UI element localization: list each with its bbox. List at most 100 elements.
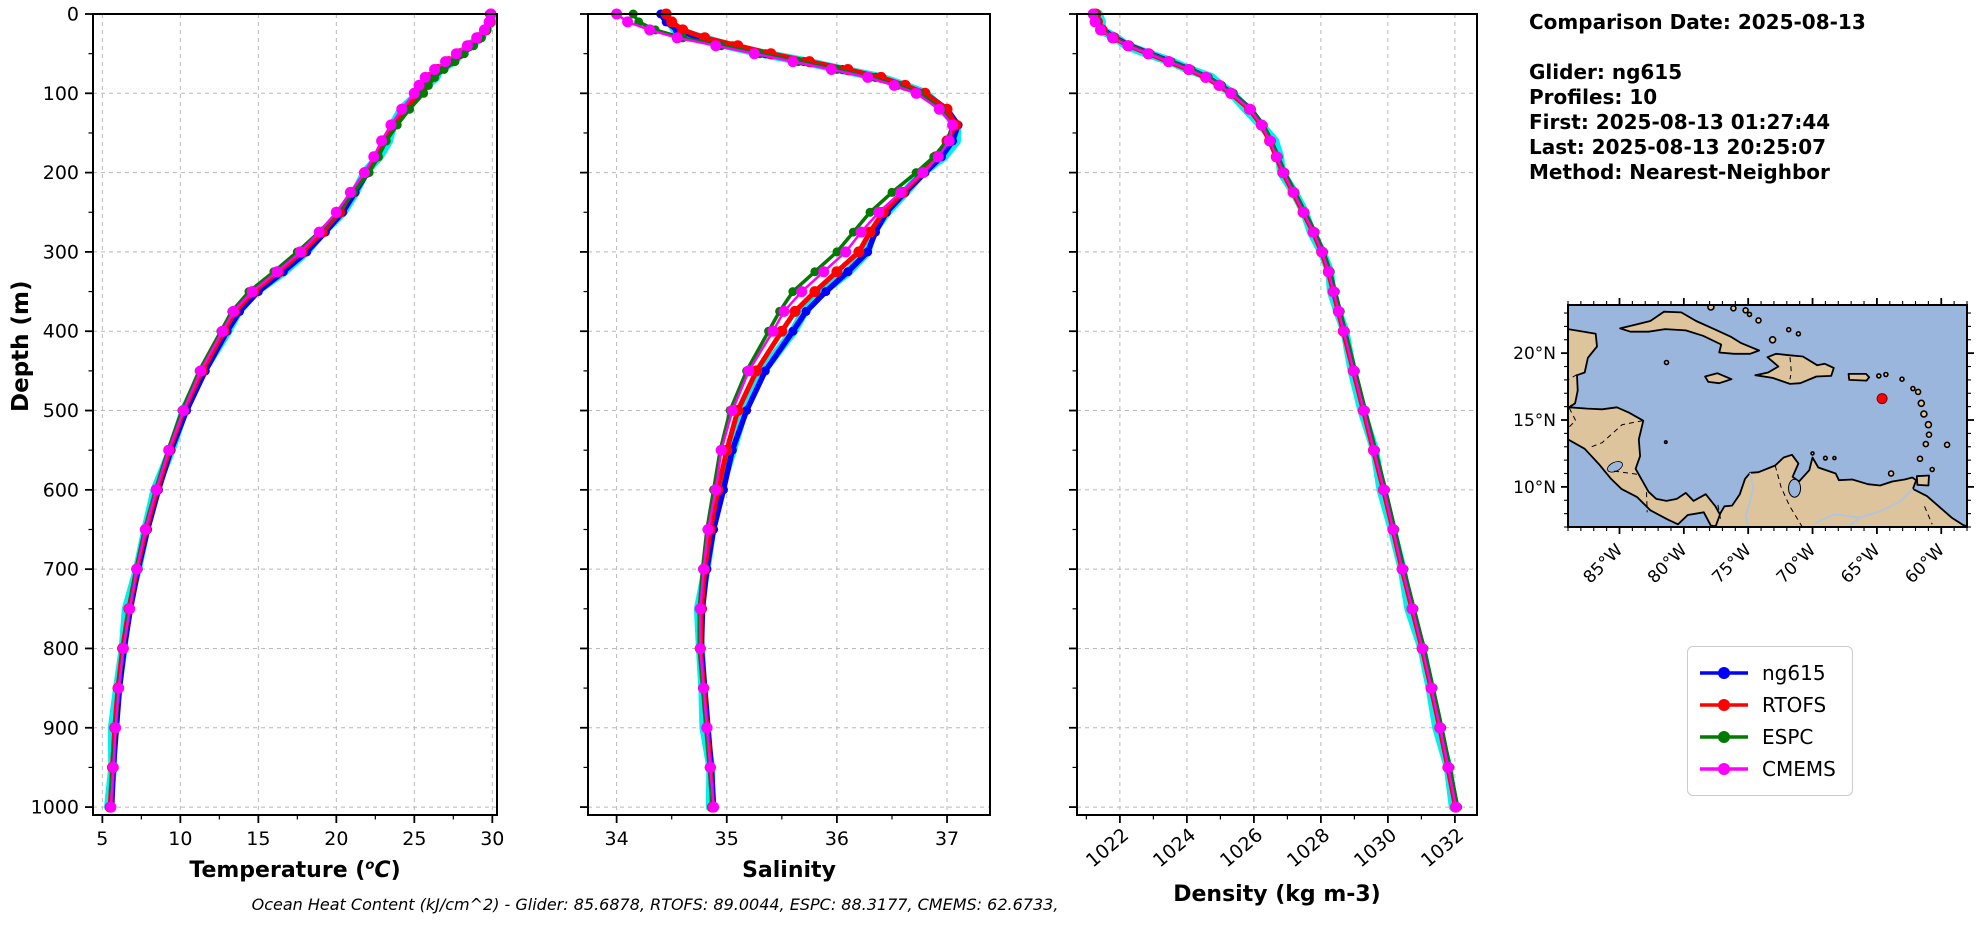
profile-charts: 5 10 15 20 25 3001002003004005006007008009001… xyxy=(31,4,1478,907)
marker-CMEMS xyxy=(818,266,830,278)
marker-ESPC xyxy=(865,207,875,217)
marker-CMEMS xyxy=(124,603,136,615)
marker-CMEMS xyxy=(1338,325,1350,337)
marker-CMEMS xyxy=(117,643,129,654)
country-border xyxy=(1924,506,1933,525)
marker-CMEMS xyxy=(408,87,420,99)
small-island xyxy=(1795,330,1802,337)
x-tick-label: 36 xyxy=(825,828,849,850)
marker-ESPC xyxy=(423,80,433,90)
marker-CMEMS xyxy=(1308,226,1319,238)
x-tick-label: 30 xyxy=(480,828,504,850)
marker-CMEMS xyxy=(873,206,885,218)
depth-tick-label: 800 xyxy=(43,638,79,660)
marker-CMEMS xyxy=(450,48,462,60)
marker-ng615 xyxy=(788,326,798,336)
country-border xyxy=(1568,403,1576,408)
marker-CMEMS xyxy=(748,48,760,60)
map-lon-label: 60°W xyxy=(1901,540,1948,587)
marker-CMEMS xyxy=(1442,761,1454,773)
marker-CMEMS xyxy=(1277,167,1289,179)
marker-ng615 xyxy=(863,247,873,257)
marker-CMEMS xyxy=(1183,64,1195,75)
lake-maracaibo xyxy=(1788,478,1802,498)
marker-CMEMS xyxy=(767,325,779,337)
marker-CMEMS xyxy=(1107,32,1118,44)
marker-ESPC xyxy=(832,247,842,257)
x-tick-label: 35 xyxy=(715,828,739,850)
legend-line-ng615 xyxy=(1700,667,1748,679)
marker-CMEMS xyxy=(1406,603,1418,615)
small-island xyxy=(1663,440,1668,445)
marker-CMEMS xyxy=(715,444,727,456)
marker-CMEMS xyxy=(1387,524,1399,535)
marker-RTOFS xyxy=(853,246,865,258)
marker-CMEMS xyxy=(313,226,325,238)
x-tick-label: 15 xyxy=(246,828,270,850)
marker-CMEMS xyxy=(825,64,837,75)
depth-tick-label: 400 xyxy=(43,321,79,343)
marker-ESPC xyxy=(439,65,449,74)
method-text: Method: Nearest-Neighbor xyxy=(1529,160,1830,184)
landmass-puertoRico xyxy=(1847,373,1871,382)
marker-RTOFS xyxy=(809,286,821,298)
marker-CMEMS xyxy=(178,405,189,416)
legend-line-RTOFS xyxy=(1700,699,1748,711)
glider-position-marker xyxy=(1876,393,1888,405)
marker-CMEMS xyxy=(910,87,922,99)
small-island xyxy=(1914,388,1922,396)
marker-CMEMS xyxy=(396,103,408,115)
river xyxy=(1846,488,1914,527)
marker-ng615 xyxy=(843,267,853,277)
small-island xyxy=(1785,326,1792,333)
marker-CMEMS xyxy=(1416,643,1428,654)
small-island xyxy=(1925,431,1933,438)
map-lon-label: 80°W xyxy=(1644,540,1691,587)
marker-RTOFS xyxy=(677,24,689,36)
legend-label-ng615: ng615 xyxy=(1762,661,1826,685)
marker-CMEMS xyxy=(1434,722,1446,734)
marker-CMEMS xyxy=(376,135,388,147)
map-lat-label: 20°N xyxy=(1513,344,1556,364)
map-lon-label: 65°W xyxy=(1837,540,1884,587)
marker-CMEMS xyxy=(726,405,738,416)
lake-nicaragua xyxy=(1607,461,1623,473)
small-island xyxy=(1746,311,1753,318)
marker-ESPC xyxy=(405,104,415,114)
xlabel-salinity: Salinity xyxy=(742,858,836,883)
marker-CMEMS xyxy=(163,444,175,456)
small-island xyxy=(1883,371,1889,378)
marker-CMEMS xyxy=(246,286,258,298)
marker-CMEMS xyxy=(105,801,117,813)
marker-CMEMS xyxy=(1368,444,1380,456)
marker-CMEMS xyxy=(622,16,634,28)
marker-ESPC xyxy=(450,57,460,67)
x-tick-label: 1024 xyxy=(1149,824,1200,872)
marker-CMEMS xyxy=(385,119,397,131)
marker-ng615 xyxy=(801,306,811,316)
map-land-group xyxy=(1568,305,1967,527)
marker-CMEMS xyxy=(1425,682,1437,694)
depth-tick-label: 300 xyxy=(43,241,79,263)
x-tick-label: 20 xyxy=(324,828,348,850)
small-island xyxy=(1663,359,1670,366)
small-island xyxy=(1832,455,1837,461)
landmass-centralAmerica xyxy=(1568,328,1724,527)
marker-CMEMS xyxy=(701,722,713,734)
depth-tick-label: 200 xyxy=(43,162,79,184)
country-border xyxy=(1717,504,1721,520)
country-border xyxy=(1611,470,1637,475)
marker-CMEMS xyxy=(1316,246,1328,258)
marker-CMEMS xyxy=(1396,563,1408,575)
x-tick-label: 1026 xyxy=(1216,824,1267,872)
small-island xyxy=(1910,385,1916,392)
legend-item-CMEMS: CMEMS xyxy=(1698,753,1836,785)
marker-CMEMS xyxy=(888,79,900,91)
marker-ESPC xyxy=(430,72,440,82)
landmass-jamaica xyxy=(1704,372,1733,385)
marker-ESPC xyxy=(848,227,858,237)
marker-CMEMS xyxy=(368,151,380,163)
xlabel-temperature: Temperature (oC) xyxy=(189,858,400,883)
marker-ESPC xyxy=(459,49,469,59)
small-island xyxy=(1810,451,1815,456)
